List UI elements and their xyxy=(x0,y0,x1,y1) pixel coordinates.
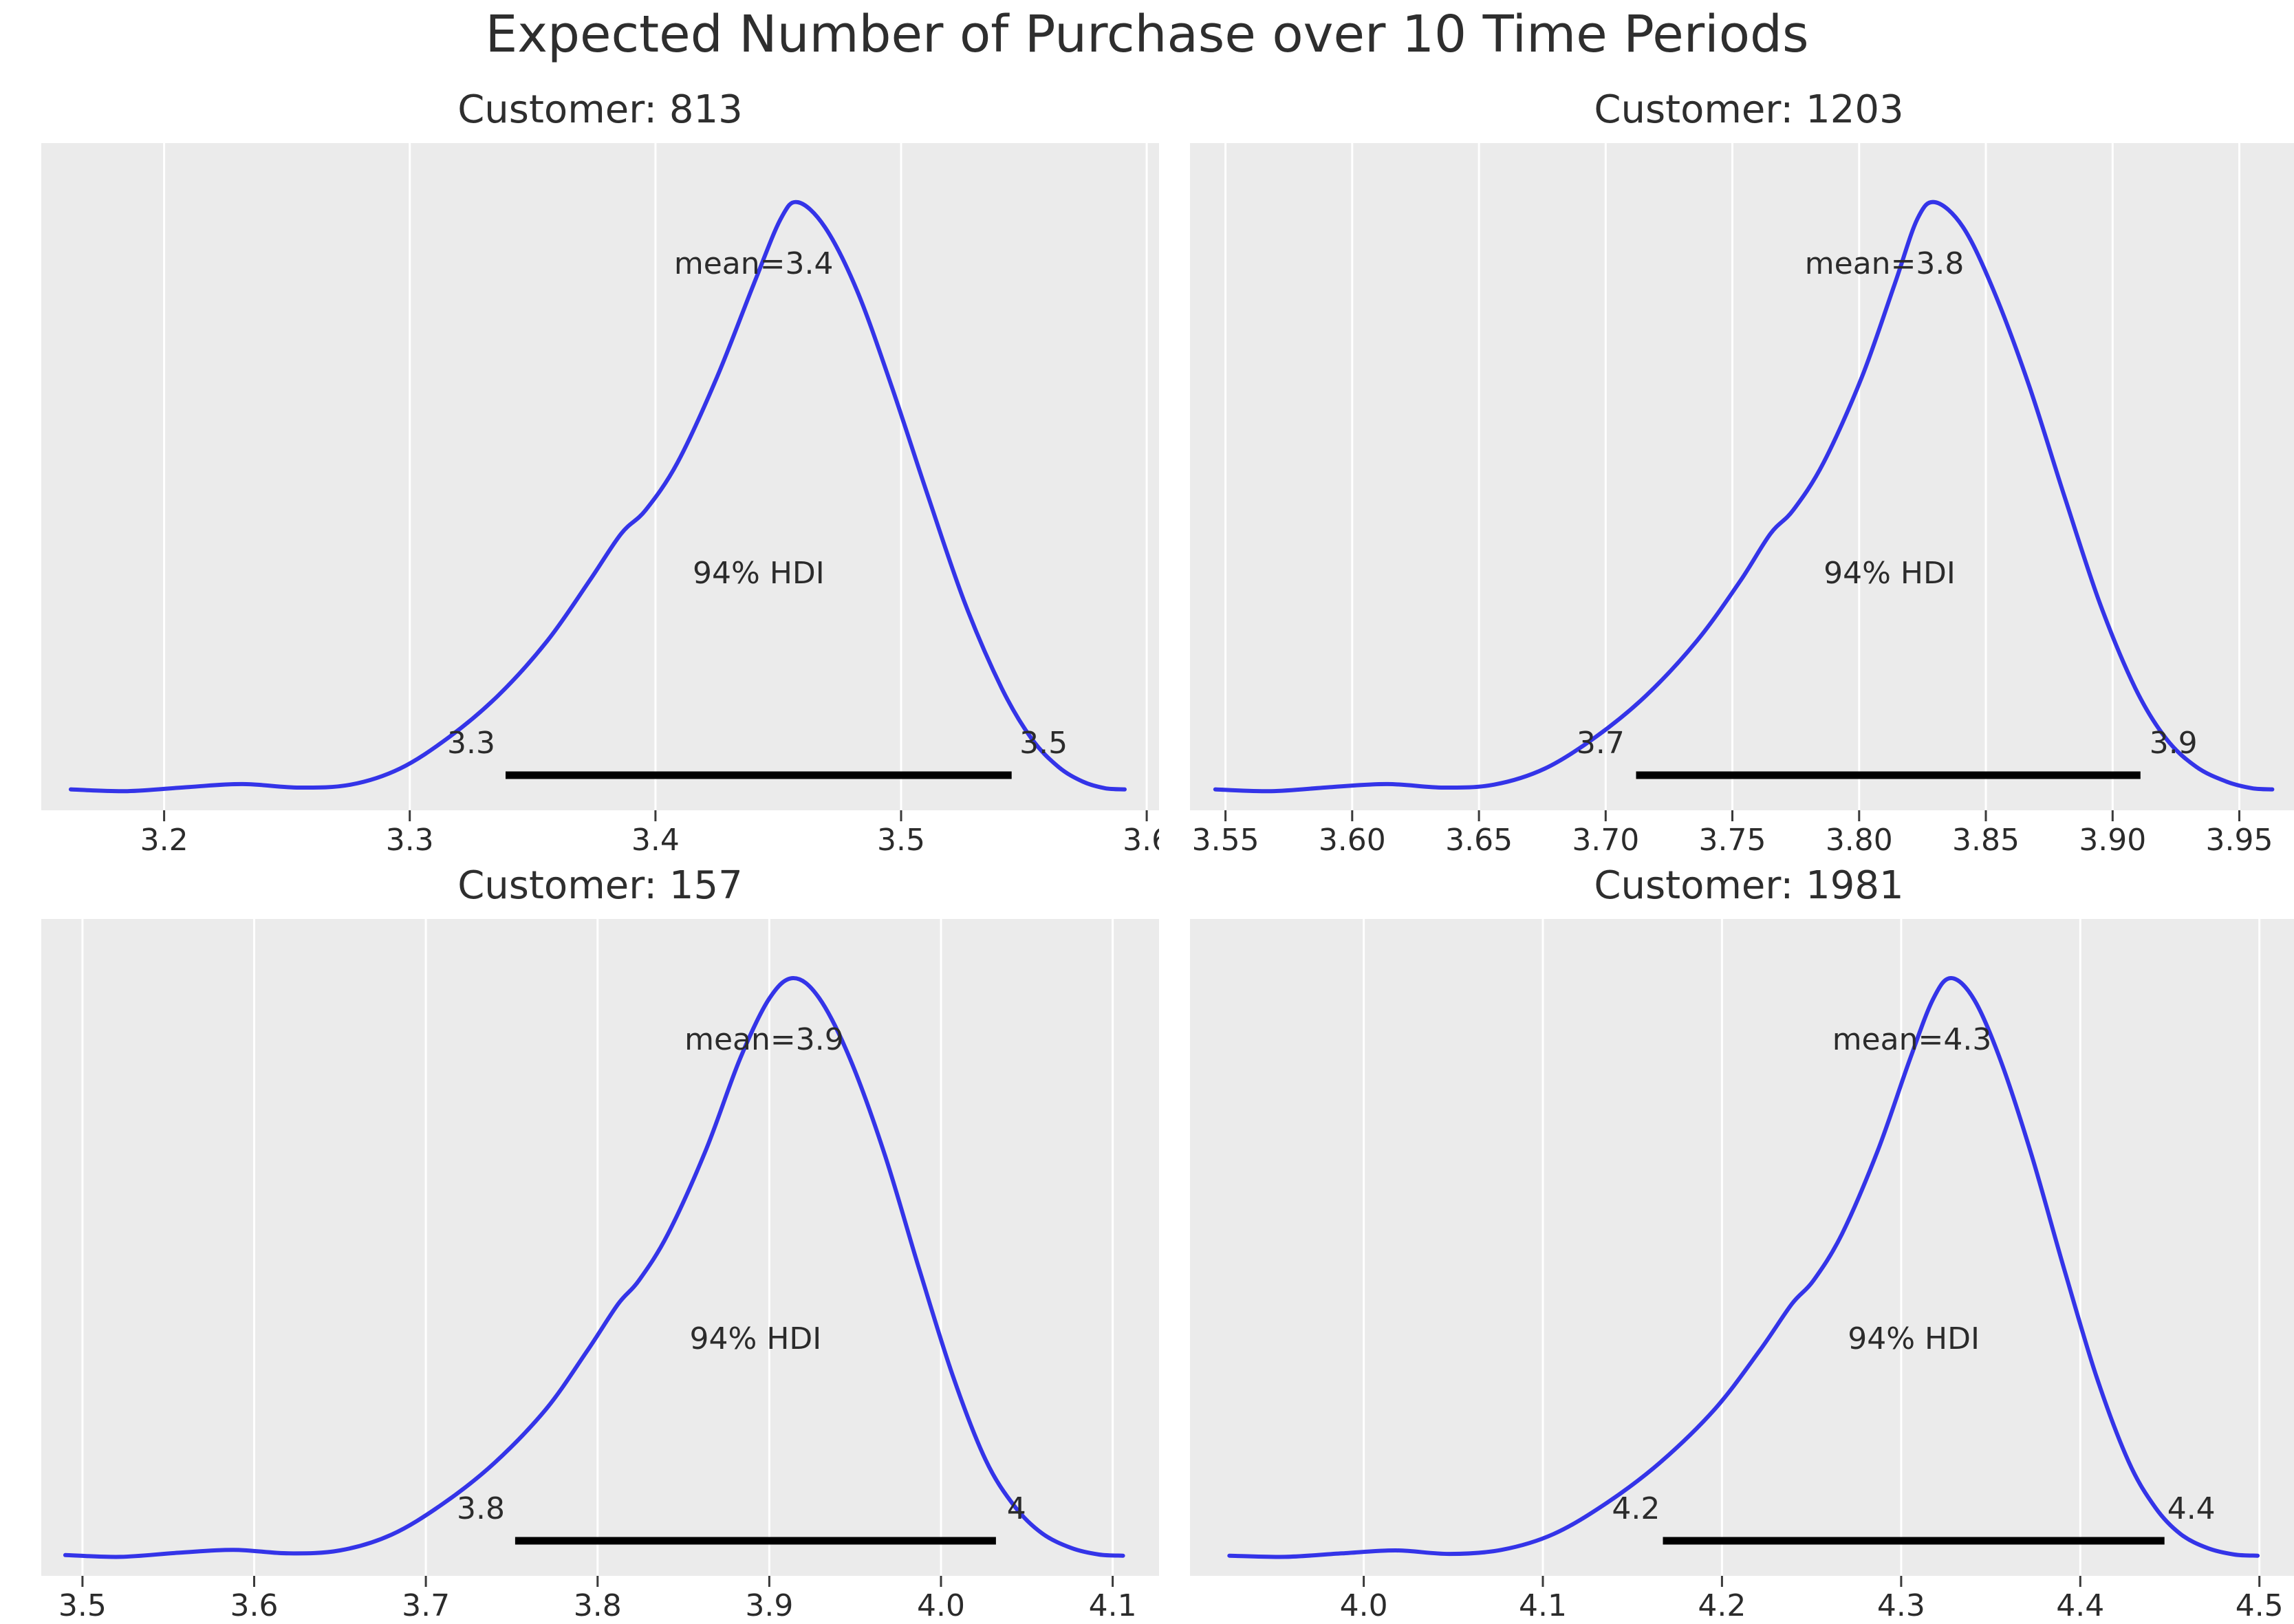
hdi-lower-label: 3.3 xyxy=(447,726,495,761)
kde-plot: mean=3.4 94% HDI 3.3 3.5 3.2 3.3 3.4 3.5 3.6 xyxy=(41,143,1159,858)
x-tick-label: 4.0 xyxy=(1340,1588,1388,1623)
plot-background xyxy=(1190,143,2294,810)
kde-plot: mean=4.3 94% HDI 4.2 4.4 4.0 4.1 4.2 4.3 4.4… xyxy=(1190,919,2294,1623)
plot-background xyxy=(1190,919,2294,1576)
mean-label: mean=4.3 xyxy=(1832,1022,1992,1057)
x-tick-label: 4.1 xyxy=(1089,1588,1137,1623)
hdi-label: 94% HDI xyxy=(693,556,825,591)
subplot-customer-813: Customer: 813 mean=3.4 94% HDI 3.3 3.5 3… xyxy=(41,83,1159,858)
gridlines xyxy=(81,919,1114,1576)
x-tick-label: 3.6 xyxy=(1123,823,1159,858)
gridlines xyxy=(1363,919,2261,1576)
hdi-label: 94% HDI xyxy=(1848,1321,1980,1356)
x-tick-label: 3.2 xyxy=(140,823,188,858)
x-tick-label: 3.9 xyxy=(745,1588,793,1623)
kde-curve xyxy=(63,975,1125,1559)
x-tick-label: 3.8 xyxy=(574,1588,622,1623)
mean-label: mean=3.9 xyxy=(684,1022,844,1057)
x-tick-label: 3.7 xyxy=(402,1588,450,1623)
x-axis-ticks: 3.2 3.3 3.4 3.5 3.6 xyxy=(140,810,1159,858)
hdi-upper-label: 4.4 xyxy=(2167,1491,2216,1526)
kde-curve xyxy=(1227,976,2260,1559)
x-tick-label: 4.2 xyxy=(1698,1588,1746,1623)
x-tick-label: 3.5 xyxy=(877,823,925,858)
x-tick-label: 3.80 xyxy=(1826,823,1893,858)
hdi-upper-label: 3.9 xyxy=(2150,726,2198,761)
hdi-upper-label: 4 xyxy=(1007,1491,1026,1526)
mean-label: mean=3.8 xyxy=(1805,246,1965,281)
figure-title: Expected Number of Purchase over 10 Time… xyxy=(485,5,1809,64)
x-tick-label: 3.55 xyxy=(1192,823,1259,858)
x-tick-label: 3.3 xyxy=(386,823,434,858)
gridlines xyxy=(1224,143,2240,810)
x-tick-label: 3.65 xyxy=(1445,823,1513,858)
x-tick-label: 4.4 xyxy=(2056,1588,2104,1623)
kde-curve xyxy=(68,199,1127,794)
x-tick-label: 3.60 xyxy=(1319,823,1386,858)
panel-title: Customer: 813 xyxy=(457,87,743,132)
x-tick-label: 4.1 xyxy=(1519,1588,1567,1623)
x-tick-label: 3.85 xyxy=(1952,823,2020,858)
panel-title: Customer: 1981 xyxy=(1594,863,1904,908)
hdi-label: 94% HDI xyxy=(1824,556,1956,591)
plot-background xyxy=(41,143,1159,810)
x-tick-label: 4.0 xyxy=(917,1588,965,1623)
subplot-customer-1203: Customer: 1203 mean=3.8 94% HDI 3.7 3.9 … xyxy=(1190,83,2294,858)
panel-title: Customer: 1203 xyxy=(1594,87,1904,132)
x-tick-label: 3.5 xyxy=(58,1588,107,1623)
x-axis-ticks: 3.55 3.60 3.65 3.70 3.75 3.80 3.85 3.90 3.95 xyxy=(1192,810,2273,858)
subplot-customer-157: Customer: 157 mean=3.9 94% HDI 3.8 4 3.5… xyxy=(41,858,1159,1624)
kde-plot: mean=3.8 94% HDI 3.7 3.9 3.55 3.60 3.65 3.7… xyxy=(1190,143,2294,858)
x-tick-label: 3.90 xyxy=(2079,823,2146,858)
x-tick-label: 3.75 xyxy=(1699,823,1766,858)
x-tick-label: 4.3 xyxy=(1877,1588,1925,1623)
hdi-label: 94% HDI xyxy=(690,1321,822,1356)
panel-title: Customer: 157 xyxy=(457,863,743,908)
x-tick-label: 3.6 xyxy=(230,1588,279,1623)
hdi-lower-label: 3.8 xyxy=(457,1491,505,1526)
x-tick-label: 3.4 xyxy=(631,823,680,858)
kde-plot: mean=3.9 94% HDI 3.8 4 3.5 3.6 3.7 3.8 3.9 4.… xyxy=(41,919,1159,1623)
kde-curve xyxy=(1213,199,2275,794)
subplot-customer-1981: Customer: 1981 mean=4.3 94% HDI 4.2 4.4 … xyxy=(1190,858,2294,1624)
plot-background xyxy=(41,919,1159,1576)
hdi-lower-label: 4.2 xyxy=(1612,1491,1660,1526)
hdi-upper-label: 3.5 xyxy=(1019,726,1068,761)
hdi-lower-label: 3.7 xyxy=(1577,726,1625,761)
mean-label: mean=3.4 xyxy=(674,246,834,281)
gridlines xyxy=(163,143,1148,810)
x-tick-label: 3.95 xyxy=(2206,823,2273,858)
x-tick-label: 3.70 xyxy=(1572,823,1639,858)
x-tick-label: 4.5 xyxy=(2236,1588,2284,1623)
